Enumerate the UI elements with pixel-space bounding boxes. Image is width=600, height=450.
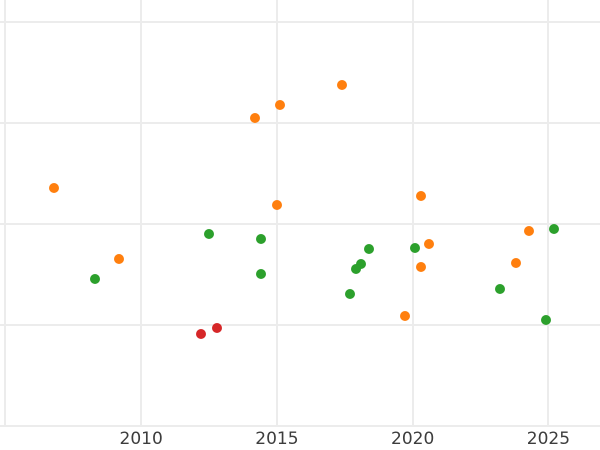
data-point-green	[548, 223, 559, 234]
data-point-orange	[415, 262, 426, 273]
vertical-gridline	[140, 0, 143, 426]
horizontal-gridline	[0, 424, 600, 427]
x-axis-tick-label: 2025	[526, 429, 571, 449]
horizontal-gridline	[0, 121, 600, 124]
vertical-gridline	[275, 0, 278, 426]
data-point-green	[540, 314, 551, 325]
vertical-gridline	[4, 0, 7, 426]
data-point-green	[410, 242, 421, 253]
data-point-orange	[114, 254, 125, 265]
data-point-orange	[271, 200, 282, 211]
horizontal-gridline	[0, 20, 600, 23]
data-point-green	[255, 269, 266, 280]
data-point-orange	[415, 191, 426, 202]
data-point-orange	[510, 258, 521, 269]
data-point-green	[356, 259, 367, 270]
data-point-orange	[399, 310, 410, 321]
data-point-green	[90, 274, 101, 285]
data-point-green	[494, 284, 505, 295]
x-axis-tick-label: 2015	[255, 429, 299, 449]
data-point-orange	[49, 183, 60, 194]
data-point-red	[195, 328, 206, 339]
data-point-orange	[250, 112, 261, 123]
data-point-orange	[337, 80, 348, 91]
data-point-orange	[524, 225, 535, 236]
data-point-green	[255, 233, 266, 244]
data-point-orange	[423, 238, 434, 249]
data-point-green	[364, 243, 375, 254]
x-axis-tick-label: 2020	[391, 429, 435, 449]
data-point-red	[212, 322, 223, 333]
vertical-gridline	[411, 0, 414, 426]
x-axis-tick-label: 2010	[119, 429, 163, 449]
data-point-green	[350, 264, 361, 275]
data-point-orange	[274, 100, 285, 111]
data-point-green	[345, 289, 356, 300]
horizontal-gridline	[0, 222, 600, 225]
data-point-green	[204, 228, 215, 239]
horizontal-gridline	[0, 323, 600, 326]
vertical-gridline	[547, 0, 550, 426]
